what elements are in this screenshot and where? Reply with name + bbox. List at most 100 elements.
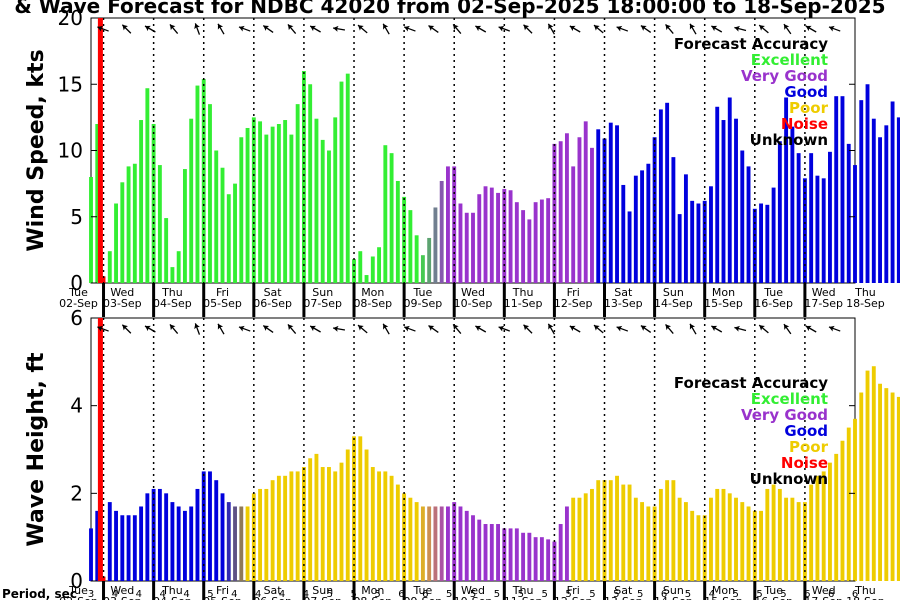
wind-arrow-icon	[689, 323, 697, 335]
data-bar	[308, 84, 313, 283]
legend-item: Excellent	[751, 390, 828, 408]
day-of-week-label: Tue	[413, 286, 433, 299]
data-bar	[884, 125, 889, 283]
day-of-week-label: Sun	[663, 584, 684, 597]
wind-arrow-icon	[593, 324, 604, 334]
wind-arrow-icon	[382, 23, 390, 35]
data-bar	[364, 449, 369, 581]
wind-arrow-icon	[665, 323, 674, 335]
wind-arrow-icon	[428, 25, 439, 33]
data-bar	[320, 467, 325, 581]
period-row: Period, sec 3 4 4 4 4 5 4 4 4 4 5 5 5 6 6 5 5 5 5 5 5 5 5 5 6 5 4 5 5…	[2, 587, 858, 600]
wind-arrow-icon	[569, 25, 581, 33]
wind-arrow-icon	[734, 325, 747, 332]
legend-item: Good	[784, 83, 828, 101]
wind-arrow-head	[194, 23, 200, 30]
wind-arrow-icon	[194, 23, 201, 35]
date-label: 15-Sep	[704, 595, 743, 600]
wind-arrow-head	[640, 325, 647, 331]
data-bar	[157, 165, 162, 283]
wind-arrow-icon	[665, 23, 674, 35]
data-bar	[828, 462, 832, 581]
date-label: 17-Sep	[804, 595, 843, 600]
data-bar	[514, 528, 519, 581]
data-bar	[727, 97, 732, 283]
data-bar	[627, 211, 632, 283]
day-of-week-label: Thu	[512, 584, 534, 597]
period-value: 6	[661, 589, 667, 600]
data-bar	[427, 506, 432, 581]
wind-arrow-head	[783, 24, 790, 30]
data-bar	[327, 150, 331, 283]
wind-arrow-icon	[169, 323, 179, 335]
wind-arrow-head	[310, 25, 317, 32]
wind-arrow-icon	[711, 25, 723, 33]
data-bar	[477, 194, 482, 283]
data-bar	[646, 163, 651, 283]
day-of-week-label: Sat	[614, 286, 633, 299]
data-bar	[251, 117, 256, 284]
data-bar	[301, 467, 306, 581]
data-bar	[890, 392, 895, 581]
data-bar	[865, 370, 870, 581]
data-bar	[696, 203, 701, 283]
period-value: 4	[303, 589, 309, 600]
date-label: 17-Sep	[804, 297, 843, 310]
data-bar	[101, 276, 106, 284]
data-bar	[364, 275, 369, 283]
data-bar	[646, 506, 651, 581]
data-bar	[139, 120, 144, 283]
day-of-week-label: Fri	[567, 584, 580, 597]
wind-arrow-head	[238, 25, 245, 32]
period-value: 5	[446, 589, 452, 600]
day-of-week-label: Wed	[110, 584, 134, 597]
data-bar	[370, 467, 375, 581]
wind-arrow-head	[287, 324, 294, 331]
data-bar	[583, 493, 588, 581]
wind-arrow-icon	[217, 323, 225, 335]
y-tick-label: 6	[70, 306, 83, 330]
data-bar	[477, 519, 482, 581]
data-bar	[846, 427, 851, 581]
data-bar	[502, 528, 507, 581]
wind-arrow-icon	[616, 25, 629, 32]
data-bar	[182, 169, 187, 283]
data-bar	[301, 71, 306, 283]
data-bar	[840, 96, 845, 284]
data-bar	[809, 153, 814, 283]
data-bar	[777, 141, 782, 283]
legend-item: Very Good	[741, 406, 828, 424]
data-bar	[258, 121, 263, 283]
data-bar	[752, 510, 757, 581]
date-label: 05-Sep	[203, 297, 242, 310]
data-bar	[258, 488, 263, 581]
date-label: 14-Sep	[654, 595, 693, 600]
wind-arrow-head	[97, 25, 104, 32]
data-bar	[590, 488, 594, 581]
data-bar	[878, 383, 882, 581]
data-bar	[295, 471, 300, 581]
data-bar	[658, 109, 663, 283]
data-bar	[590, 147, 594, 283]
data-bar	[840, 440, 845, 581]
wind-arrow-icon	[262, 325, 274, 333]
data-bar	[496, 192, 500, 283]
wind-arrow-icon	[593, 24, 604, 34]
wind-arrow-icon	[828, 25, 841, 32]
y-tick-label: 2	[70, 481, 83, 505]
data-bar	[226, 194, 231, 283]
period-value: 4	[709, 589, 715, 600]
data-bar	[151, 124, 156, 283]
period-value: 4	[159, 589, 165, 600]
data-bar	[896, 396, 900, 581]
data-bar	[784, 497, 789, 581]
data-bar	[859, 392, 864, 581]
period-value: 4	[279, 589, 285, 600]
legend-title: Forecast Accuracy	[674, 374, 828, 392]
data-bar	[752, 208, 757, 283]
wind-arrow-icon	[97, 325, 109, 332]
wind-arrow-head	[498, 325, 505, 332]
y-tick-label: 0	[70, 569, 83, 593]
wind-arrow-head	[358, 25, 364, 31]
data-bar	[521, 210, 526, 284]
